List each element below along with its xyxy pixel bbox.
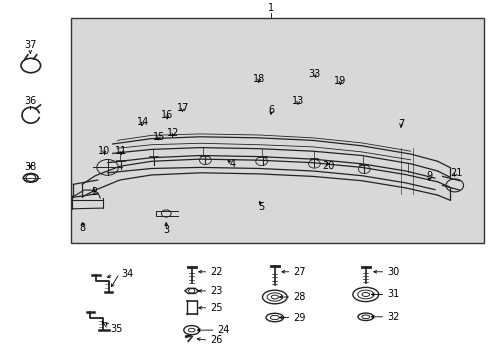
- Text: 6: 6: [268, 105, 274, 115]
- Text: 30: 30: [386, 267, 399, 277]
- Text: 29: 29: [293, 312, 305, 323]
- Text: 36: 36: [24, 96, 37, 106]
- Text: 28: 28: [293, 292, 305, 302]
- Text: 4: 4: [229, 159, 235, 169]
- Text: 26: 26: [210, 335, 222, 345]
- Text: 9: 9: [426, 171, 431, 181]
- Text: 8: 8: [79, 222, 85, 233]
- Text: 3: 3: [163, 225, 169, 235]
- Text: 25: 25: [210, 303, 223, 313]
- Text: 5: 5: [258, 202, 264, 212]
- Text: 22: 22: [210, 267, 223, 277]
- Text: 7: 7: [397, 119, 403, 129]
- Text: 17: 17: [176, 103, 189, 113]
- Text: 31: 31: [386, 289, 399, 300]
- Text: 27: 27: [293, 267, 305, 277]
- Text: 12: 12: [167, 128, 180, 138]
- Text: 23: 23: [210, 286, 222, 296]
- Text: 10: 10: [98, 146, 110, 156]
- Text: 19: 19: [333, 76, 346, 86]
- Text: 15: 15: [152, 132, 165, 142]
- Text: 1: 1: [268, 3, 274, 13]
- Text: 16: 16: [161, 110, 173, 120]
- Text: 35: 35: [110, 324, 122, 334]
- Text: 18: 18: [252, 74, 265, 84]
- Text: 38: 38: [24, 162, 37, 172]
- Text: 37: 37: [24, 40, 37, 50]
- Text: 2: 2: [91, 186, 97, 197]
- Text: 20: 20: [322, 161, 334, 171]
- Text: 21: 21: [449, 168, 462, 178]
- Text: 14: 14: [136, 117, 149, 127]
- Text: 33: 33: [307, 69, 320, 79]
- Text: 13: 13: [291, 96, 304, 106]
- Text: 24: 24: [217, 325, 229, 335]
- Bar: [71, 18, 483, 243]
- Text: 34: 34: [121, 269, 133, 279]
- Text: 32: 32: [386, 312, 399, 322]
- Text: 11: 11: [115, 146, 127, 156]
